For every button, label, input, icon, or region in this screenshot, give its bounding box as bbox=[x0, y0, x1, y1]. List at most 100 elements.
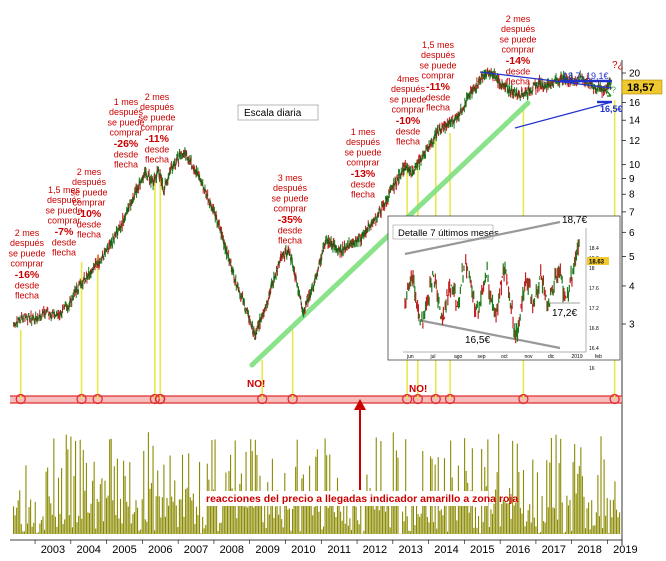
caption-box: reacciones del precio a llegadas indicad… bbox=[200, 491, 518, 506]
x-tick-label: 2008 bbox=[220, 544, 244, 556]
annotation-text: flecha bbox=[77, 230, 101, 240]
x-tick-label: 2018 bbox=[577, 544, 601, 556]
annotation-pct: -11% bbox=[145, 133, 170, 145]
annotation-text: comprar bbox=[346, 158, 379, 168]
annotation-text: se puede bbox=[389, 94, 426, 104]
annotation-text: comprar bbox=[273, 204, 306, 214]
y-tick-label: 20 bbox=[629, 69, 641, 80]
inset-last-label: 18.63 bbox=[589, 260, 605, 266]
annotation-text: desde bbox=[52, 237, 77, 247]
annotation-text: 1,5 mes bbox=[48, 185, 81, 195]
annotation-text: después bbox=[273, 183, 308, 193]
inset-y-label: 18 bbox=[589, 266, 595, 272]
inset-x-label: ago bbox=[454, 354, 463, 360]
annotation-text: 1 mes bbox=[114, 97, 139, 107]
signal-circle bbox=[287, 393, 298, 405]
annotation-pct: -11% bbox=[426, 81, 451, 93]
y-tick-label: 9 bbox=[629, 174, 635, 185]
annotation-text: después bbox=[10, 238, 45, 248]
signal-circle bbox=[15, 393, 26, 405]
y-tick-label: 3 bbox=[629, 320, 635, 331]
inset-y-label: 16 bbox=[589, 366, 595, 372]
annotation-text: 1,5 mes bbox=[422, 40, 455, 50]
signal-circle bbox=[518, 393, 529, 405]
x-tick-label: 2006 bbox=[148, 544, 172, 556]
annotation-text: desde bbox=[145, 144, 170, 154]
x-tick-label: 2010 bbox=[291, 544, 315, 556]
inset-x-axis: jun jul ago sep oct nov dic 2019 feb bbox=[406, 354, 602, 360]
x-tick-label: 2005 bbox=[112, 544, 136, 556]
x-tick-label: 2009 bbox=[255, 544, 279, 556]
inset-level-top: 18,7€ bbox=[562, 215, 587, 226]
annotation-text: flecha bbox=[426, 103, 450, 113]
annotation-text: desde bbox=[15, 280, 40, 290]
inset-y-label: 16.8 bbox=[589, 326, 599, 332]
x-tick-label: 2012 bbox=[363, 544, 387, 556]
annotation-text: desde bbox=[114, 149, 139, 159]
channel-top-label: 18,7- 19,1€ bbox=[563, 71, 609, 81]
x-tick-label: 2019 bbox=[613, 544, 637, 556]
inset-x-label: sep bbox=[478, 354, 486, 360]
x-tick-label: 2003 bbox=[41, 544, 65, 556]
red-arrow bbox=[354, 399, 366, 490]
annotation-text: flecha bbox=[52, 248, 76, 258]
annotation-text: comprar bbox=[10, 259, 43, 269]
annotation-text: desde bbox=[426, 92, 451, 102]
annotation-text: se puede bbox=[344, 147, 381, 157]
x-tick-label: 2011 bbox=[327, 544, 351, 556]
annotation-text: desde bbox=[351, 179, 376, 189]
annotation-text: se puede bbox=[45, 205, 82, 215]
annotation-text: se puede bbox=[107, 117, 144, 127]
annotation-text: después bbox=[391, 84, 426, 94]
annotation-text: se puede bbox=[8, 248, 45, 258]
annotation-text: 2 mes bbox=[145, 92, 170, 102]
x-tick-label: 2015 bbox=[470, 544, 494, 556]
y-tick-label: 4 bbox=[629, 281, 635, 292]
annotation-text: después bbox=[421, 50, 456, 60]
no-label-2013: NO! bbox=[409, 384, 427, 395]
inset-y-label: 17.2 bbox=[589, 306, 599, 312]
signal-circle bbox=[430, 393, 441, 405]
annotation-text: desde bbox=[396, 126, 421, 136]
x-tick-label: 2016 bbox=[506, 544, 530, 556]
price-series bbox=[13, 67, 612, 341]
x-tick-label: 2004 bbox=[76, 544, 100, 556]
scale-label: Escala diaria bbox=[244, 108, 302, 119]
annotation-text: flecha bbox=[114, 160, 138, 170]
signal-circle bbox=[76, 393, 87, 405]
inset-x-label: jul bbox=[430, 354, 436, 360]
annotation-text: comprar bbox=[47, 216, 80, 226]
annotation-text: comprar bbox=[501, 45, 534, 55]
channel-bottom-label: 16,5€ bbox=[600, 104, 623, 114]
inset-x-label: oct bbox=[501, 354, 508, 360]
y-tick-label: 12 bbox=[629, 136, 641, 147]
annotation-text: 3 mes bbox=[278, 173, 303, 183]
signal-circle bbox=[92, 393, 103, 405]
annotation-text: desde bbox=[506, 66, 531, 76]
annotation-pct: -7% bbox=[55, 226, 74, 238]
signal-circle bbox=[257, 393, 268, 405]
annotation-text: después bbox=[140, 102, 175, 112]
annotation-pct: -16% bbox=[15, 269, 40, 281]
signal-circle bbox=[609, 393, 620, 405]
annotation-text: se puede bbox=[271, 193, 308, 203]
signal-circle bbox=[149, 393, 161, 405]
y-tick-label: 10 bbox=[629, 160, 641, 171]
annotation-text: 2 mes bbox=[15, 228, 40, 238]
y-tick-label: 6 bbox=[629, 228, 635, 239]
indicator-caption: reacciones del precio a llegadas indicad… bbox=[206, 493, 518, 505]
x-tick-label: 2014 bbox=[434, 544, 458, 556]
inset-x-label: nov bbox=[525, 354, 534, 360]
annotation-text: 1 mes bbox=[351, 127, 376, 137]
annotation-text: flecha bbox=[15, 291, 39, 301]
y-tick-label: 7 bbox=[629, 207, 635, 218]
annotation-text: después bbox=[47, 195, 82, 205]
inset-series bbox=[404, 239, 580, 344]
no-label-2009: NO! bbox=[247, 379, 265, 390]
annotation-text: flecha bbox=[145, 155, 169, 165]
signal-circle bbox=[155, 393, 166, 405]
annotation-pct: -10% bbox=[77, 208, 102, 220]
annotation-text: comprar bbox=[109, 128, 142, 138]
